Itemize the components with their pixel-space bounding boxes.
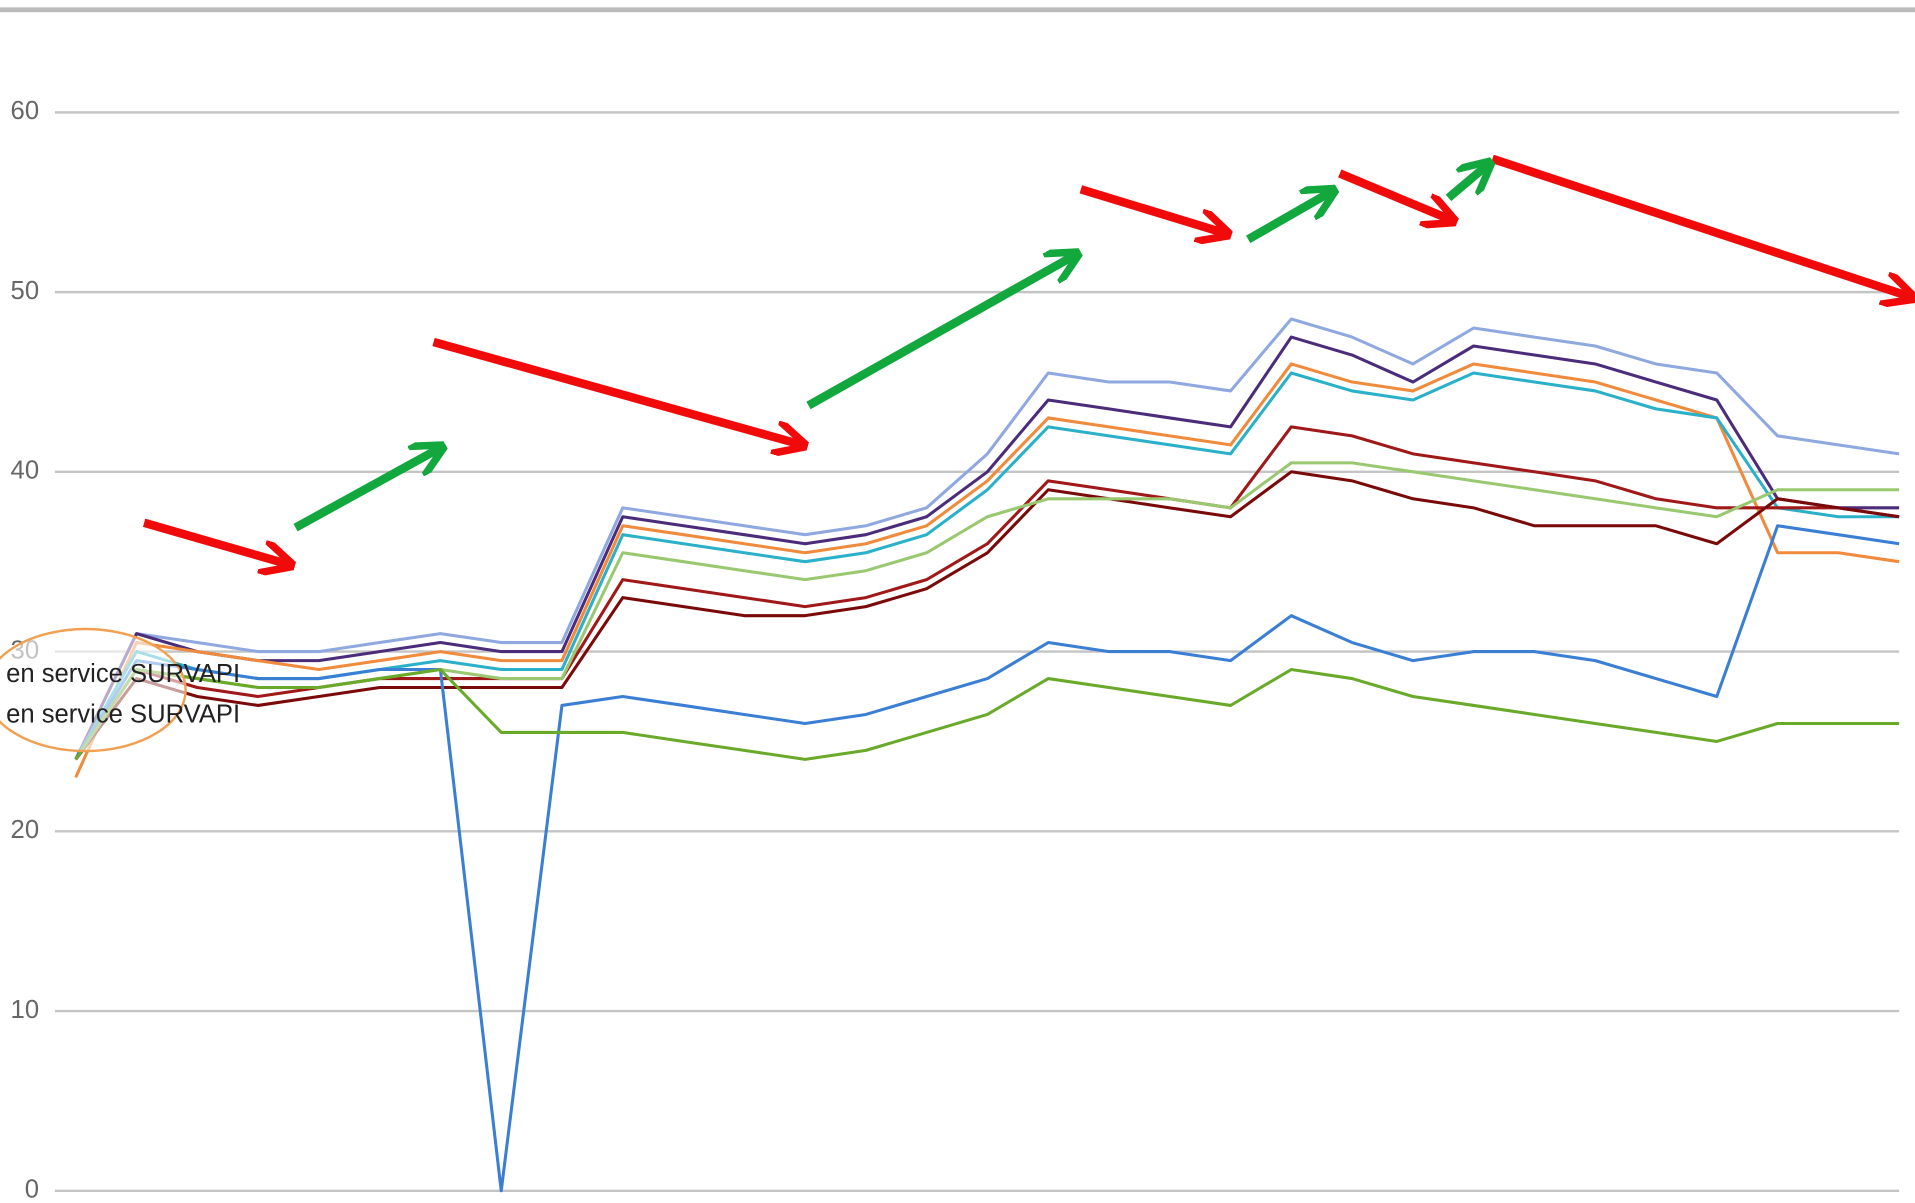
- series-line: [74, 362, 1900, 778]
- y-tick-label: 40: [11, 457, 40, 485]
- series-line: [74, 371, 1900, 761]
- series-line: [74, 335, 1900, 761]
- annotation-ellipse: [0, 627, 187, 753]
- y-tick-label: 50: [11, 277, 40, 305]
- arrow: [1079, 185, 1225, 233]
- series-line: [74, 317, 1900, 761]
- y-tick-label: 10: [11, 996, 40, 1024]
- arrows: [142, 154, 1910, 565]
- arrow: [293, 448, 440, 532]
- y-tick-label: 20: [11, 816, 40, 844]
- annotation: en service SURVAPI: [6, 700, 240, 728]
- series-line: [74, 425, 1900, 761]
- y-tick-label: 0: [25, 1176, 39, 1203]
- annotation: en service SURVAPI: [6, 660, 240, 688]
- series-line: [74, 470, 1900, 761]
- lines: [74, 317, 1900, 1193]
- arrow: [142, 518, 288, 565]
- y-tick-label: 60: [11, 97, 40, 125]
- arrow: [1491, 154, 1910, 297]
- series-line: [74, 524, 1900, 1193]
- series-line: [74, 668, 1900, 761]
- arrow: [1246, 192, 1331, 244]
- arrow: [806, 255, 1075, 410]
- arrow: [1338, 169, 1451, 219]
- arrow: [1445, 165, 1487, 202]
- arrow: [432, 337, 802, 445]
